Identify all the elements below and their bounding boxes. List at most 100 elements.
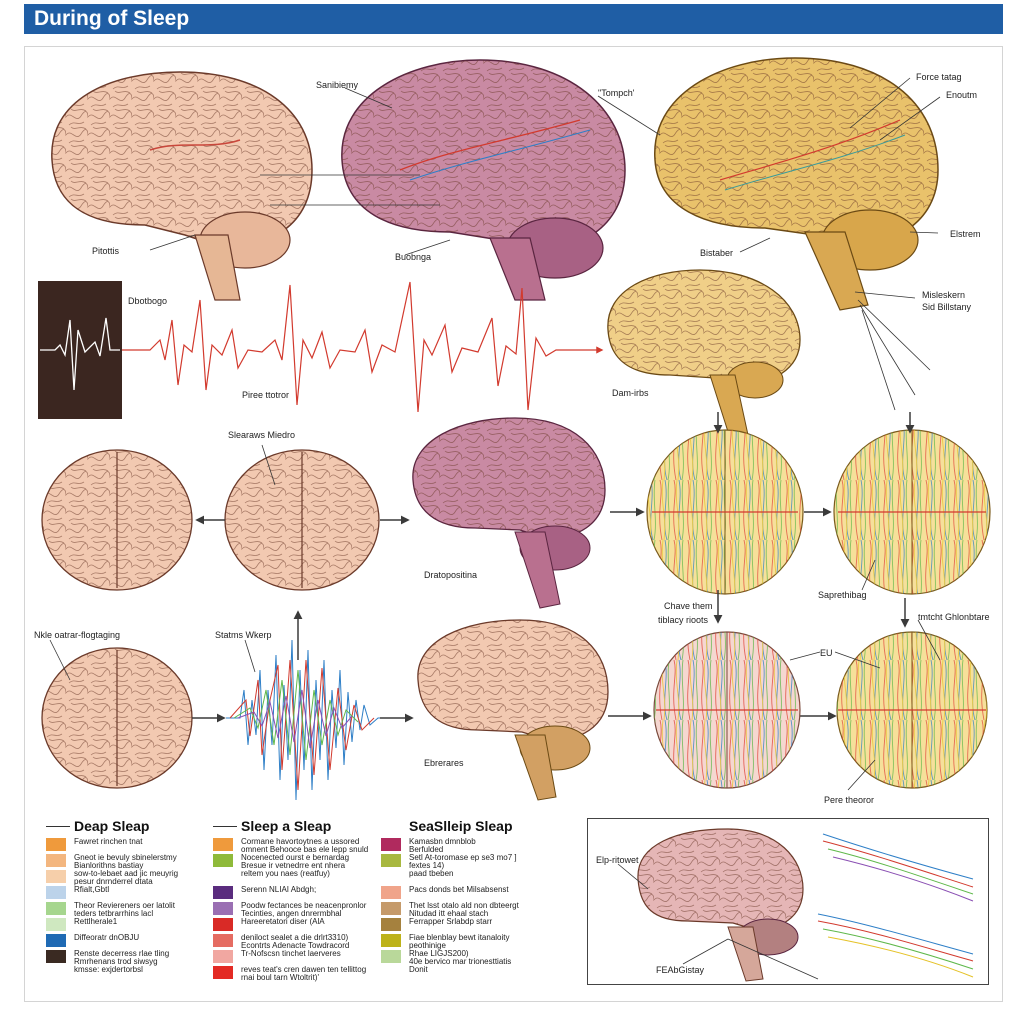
legend-item: deniloct sealet a die drlrt3310) Econtrts… [213, 934, 393, 950]
legend-item-text: Thet lsst otalo ald non dbteergt Nitudad … [409, 901, 519, 918]
legend-item-text: Poodw fectances be neacenpronlor Tecintie… [241, 901, 367, 918]
legend-swatch [46, 838, 66, 851]
legend-item: reves teat's cren dawen ten tellittog rna… [213, 966, 393, 982]
legend-item-text: Serenn NLIAI Abdgh; [241, 885, 317, 894]
fiber-sphere-3 [653, 631, 801, 789]
legend-item: Pacs donds bet Milsabsenst [381, 886, 561, 902]
fiber-sphere-2 [833, 429, 991, 595]
label-brain2-right: "Tompch' [598, 88, 635, 98]
label-status: Statms Wkerp [215, 630, 272, 640]
brain-lateral-6 [417, 619, 609, 801]
label-brain3-bottom1: Misleskern [922, 290, 966, 300]
legend-item-text: sow-to-lebaet aad jic meuyrig pesur dnrnd… [74, 869, 179, 886]
page-title: During of Sleep [34, 7, 190, 30]
legend-swatch [213, 950, 233, 963]
legend-item: sow-to-lebaet aad jic meuyrig pesur dnrnd… [46, 870, 226, 886]
inset-panel: Elp-ritowet FEAbGistay [587, 818, 989, 985]
legend-item: Fiae blenblay bewt itanaloity peothinige [381, 934, 561, 950]
legend-item: Tr-Nofscsn tinchet laerveres [213, 950, 393, 966]
brain-lateral-4 [607, 269, 801, 439]
legend-swatch [213, 902, 233, 915]
legend-item: Rfialt,Gbtl [46, 886, 226, 902]
legend-item-text: Theor Reviereners oer latolit teders tetb… [74, 901, 175, 918]
legend-heading: Sleep a Sleap [241, 818, 332, 834]
label-brain2-bottom: Buobnga [395, 252, 432, 262]
leader-status [244, 639, 256, 673]
leader-lines-row4 [789, 559, 941, 791]
legend-swatch [46, 854, 66, 867]
legend-item: Gneot ie bevuly sbinelerstmy Bianlorithns… [46, 854, 226, 870]
label-brain3-right: Elstrem [950, 229, 981, 239]
legend-swatch [213, 886, 233, 899]
legend-item-text: Rettlherale1 [74, 917, 118, 926]
legend-item-text: Rfialt,Gbtl [74, 885, 110, 894]
legend-item: Kamasbn dmnblob Berfulded [381, 838, 561, 854]
legend-swatch [381, 854, 401, 867]
inset-label-left: Elp-ritowet [596, 855, 639, 865]
legend-item: reltem you naes (reatfuy) [213, 870, 393, 886]
legend-item-text: Rhae LIGJS200) 40e bervico mar trionestti… [409, 949, 512, 974]
legend-item-text: Nocenected ourst e bernardag Bresue ir ve… [241, 853, 350, 870]
brain-lateral-5 [412, 417, 606, 609]
legend-item: Rhae LIGJS200) 40e bervico mar trionestti… [381, 950, 561, 974]
legend-swatch [381, 870, 401, 883]
label-wave: Piree ttotror [242, 390, 290, 400]
legend-heading: SeaSlleip Sleap [409, 818, 513, 834]
legend-item: Fawret rinchen tnat [46, 838, 226, 854]
legend-item: paad tbeben [381, 870, 561, 886]
brainwave-trace [122, 281, 604, 413]
legend-swatch [213, 870, 233, 883]
legend-item-text: Tr-Nofscsn tinchet laerveres [241, 949, 341, 958]
brain-lateral-2 [341, 59, 626, 301]
legend-item: Ferrapper Srlabdp starr [381, 918, 561, 934]
legend-item-text: Cormane havortoytnes a ussored omnent Beh… [241, 837, 369, 854]
label-eeg: Dbotbogo [128, 296, 168, 306]
legend-item: Hareeretatori diser (AlA [213, 918, 393, 934]
label-chave1: Chave them [664, 601, 713, 611]
legend-swatch [213, 838, 233, 851]
spike-burst [226, 639, 412, 801]
legend-item: Setl At-toromase ep se3 mo7 ] fextes 14) [381, 854, 561, 870]
label-brain1: Pitottis [92, 246, 120, 256]
brain-top-1 [41, 449, 193, 591]
legend-item-text: Diffeoratr dnOBJU [74, 933, 140, 942]
brain-lateral-1 [51, 71, 313, 301]
legend-item-text: Setl At-toromase ep se3 mo7 ] fextes 14) [409, 853, 517, 870]
legend-item: Thet lsst otalo ald non dbteergt Nitudad … [381, 902, 561, 918]
legend-swatch [381, 902, 401, 915]
fiber-sphere-4 [836, 631, 988, 789]
label-topview2: Slearaws Miedro [228, 430, 296, 440]
legend-item-text: Pacs donds bet Milsabsenst [409, 885, 509, 894]
legend-sleep-a-sleap: Sleep a Sleap Cormane havortoytnes a uss… [213, 818, 393, 982]
legend-swatch [213, 934, 233, 947]
legend-swatch [213, 918, 233, 931]
legend-item-text: Gneot ie bevuly sbinelerstmy Bianlorithns… [74, 853, 177, 870]
legend-item-text: Hareeretatori diser (AlA [241, 917, 325, 926]
diagram-panel [24, 46, 1003, 1002]
legend-swatch [381, 886, 401, 899]
legend-item: Diffeoratr dnOBJU [46, 934, 226, 950]
legend-item-text: paad tbeben [409, 869, 454, 878]
label-brain3-top1: Force tatag [916, 72, 962, 82]
legend-swatch [213, 854, 233, 867]
legend-swatch [381, 838, 401, 851]
legend-item: Poodw fectances be neacenpronlor Tecintie… [213, 902, 393, 918]
legend-swatch [46, 870, 66, 883]
brain-top-2 [224, 449, 380, 591]
legend-item-text: Fiae blenblay bewt itanaloity peothinige [409, 933, 510, 950]
label-brain4: Dam-irbs [612, 388, 649, 398]
legend-swatch [46, 902, 66, 915]
brain-lateral-3 [654, 57, 939, 311]
inset-canvas [617, 828, 974, 982]
legend-swatch [46, 886, 66, 899]
header-bar: During of Sleep [24, 4, 1003, 34]
legend-swatch [381, 950, 401, 963]
label-brain3-bottom2: Sid Billstany [922, 302, 972, 312]
eeg-panel [38, 281, 122, 419]
legend-deep-sleep: Deap Sleap Fawret rinchen tnat Gneot ie b… [46, 818, 226, 974]
legend-item: Rettlherale1 [46, 918, 226, 934]
legend-item: Theor Reviereners oer latolit teders tetb… [46, 902, 226, 918]
label-sphere-right: Saprethibag [818, 590, 867, 600]
label-brain5: Dratopositina [424, 570, 478, 580]
